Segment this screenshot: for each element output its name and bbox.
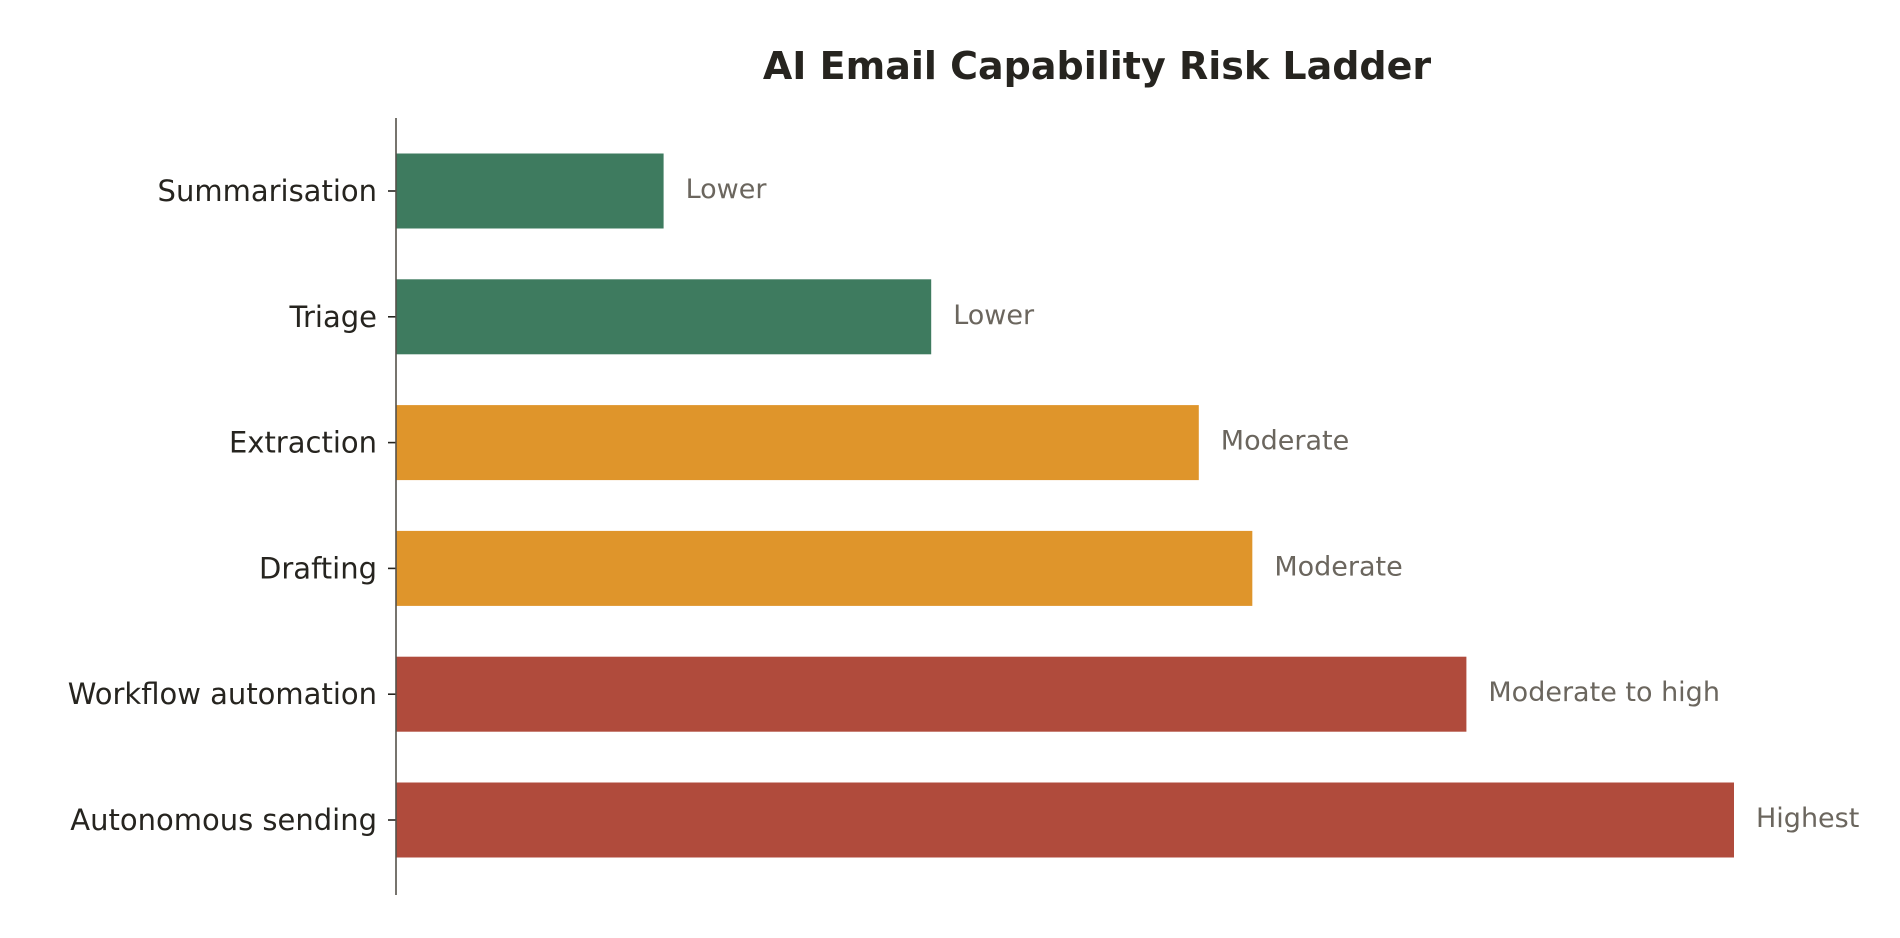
risk-label-2: Moderate <box>1221 426 1349 457</box>
bar-4 <box>396 656 1467 732</box>
category-label-4: Workflow automation <box>68 677 377 711</box>
bar-1 <box>396 279 932 355</box>
category-label-3: Drafting <box>259 551 377 585</box>
risk-label-5: Highest <box>1756 803 1859 834</box>
risk-label-4: Moderate to high <box>1488 677 1720 708</box>
risk-label-0: Lower <box>686 174 768 205</box>
bar-5 <box>396 782 1734 858</box>
chart-title: AI Email Capability Risk Ladder <box>763 44 1432 88</box>
category-label-1: Triage <box>289 300 377 334</box>
risk-label-1: Lower <box>953 300 1035 331</box>
bar-2 <box>396 405 1199 481</box>
bar-0 <box>396 153 664 229</box>
category-label-2: Extraction <box>229 426 377 460</box>
bar-3 <box>396 530 1253 606</box>
risk-label-3: Moderate <box>1274 551 1402 582</box>
category-label-5: Autonomous sending <box>70 803 377 837</box>
category-label-0: Summarisation <box>158 174 377 208</box>
